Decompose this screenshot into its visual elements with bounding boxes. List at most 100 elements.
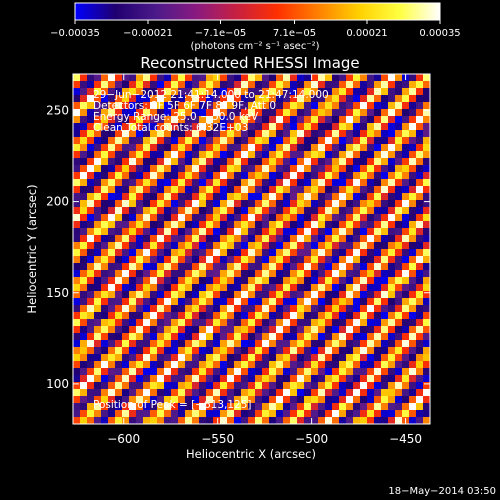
heatmap-cell xyxy=(248,123,256,131)
heatmap-cell xyxy=(94,263,102,271)
heatmap-cell xyxy=(108,389,116,397)
heatmap-cell xyxy=(311,242,319,250)
heatmap-cell xyxy=(423,228,430,236)
heatmap-cell xyxy=(318,144,326,152)
heatmap-cell xyxy=(206,130,214,138)
heatmap-cell xyxy=(150,144,158,152)
heatmap-cell xyxy=(318,270,326,278)
heatmap-cell xyxy=(199,214,207,222)
heatmap-cell xyxy=(241,277,249,285)
heatmap-cell xyxy=(339,74,347,82)
heatmap-cell xyxy=(87,389,95,397)
heatmap-cell xyxy=(101,172,109,180)
heatmap-cell xyxy=(339,193,347,201)
heatmap-cell xyxy=(136,375,144,383)
heatmap-cell xyxy=(283,298,291,306)
heatmap-cell xyxy=(199,88,207,96)
heatmap-cell xyxy=(143,284,151,292)
heatmap-cell xyxy=(143,305,151,313)
heatmap-cell xyxy=(157,102,165,110)
heatmap-cell xyxy=(283,347,291,355)
heatmap-cell xyxy=(381,88,389,96)
heatmap-cell xyxy=(311,144,319,152)
heatmap-cell xyxy=(129,74,137,82)
heatmap-cell xyxy=(297,186,305,194)
heatmap-cell xyxy=(220,389,228,397)
heatmap-cell xyxy=(318,333,326,341)
heatmap-cell xyxy=(206,389,214,397)
heatmap-cell xyxy=(108,277,116,285)
heatmap-cell xyxy=(178,158,186,166)
heatmap-cell xyxy=(150,95,158,103)
heatmap-cell xyxy=(276,368,284,376)
heatmap-cell xyxy=(192,228,200,236)
heatmap-cell xyxy=(213,305,221,313)
heatmap-cell xyxy=(122,249,130,257)
heatmap-cell xyxy=(374,116,382,124)
heatmap-cell xyxy=(409,291,417,299)
heatmap-cell xyxy=(346,277,354,285)
heatmap-cell xyxy=(241,130,249,138)
heatmap-cell xyxy=(297,95,305,103)
heatmap-cell xyxy=(220,172,228,180)
heatmap-cell xyxy=(276,179,284,187)
heatmap-cell xyxy=(108,305,116,313)
heatmap-cell xyxy=(248,242,256,250)
heatmap-cell xyxy=(73,102,81,110)
heatmap-cell xyxy=(101,95,109,103)
heatmap-cell xyxy=(318,221,326,229)
heatmap-cell xyxy=(143,193,151,201)
heatmap-cell xyxy=(283,123,291,131)
heatmap-cell xyxy=(87,263,95,271)
heatmap-cell xyxy=(73,396,81,404)
heatmap-cell xyxy=(241,270,249,278)
heatmap-cell xyxy=(108,298,116,306)
heatmap-cell xyxy=(122,165,130,173)
heatmap-cell xyxy=(87,333,95,341)
heatmap-cell xyxy=(423,207,430,215)
heatmap-cell xyxy=(192,277,200,285)
heatmap-cell xyxy=(164,221,172,229)
heatmap-cell xyxy=(220,207,228,215)
heatmap-cell xyxy=(332,123,340,131)
heatmap-cell xyxy=(178,186,186,194)
heatmap-cell xyxy=(304,284,312,292)
heatmap-cell xyxy=(360,193,368,201)
heatmap-cell xyxy=(101,158,109,166)
heatmap-cell xyxy=(164,382,172,390)
heatmap-cell xyxy=(108,235,116,243)
heatmap-cell xyxy=(402,305,410,313)
heatmap-cell xyxy=(199,74,207,82)
heatmap-cell xyxy=(150,263,158,271)
heatmap-cell xyxy=(136,340,144,348)
heatmap-cell xyxy=(276,207,284,215)
heatmap-cell xyxy=(346,410,354,418)
heatmap-cell xyxy=(423,165,430,173)
heatmap-cell xyxy=(304,102,312,110)
heatmap-cell xyxy=(220,151,228,159)
heatmap-cell xyxy=(108,291,116,299)
heatmap-cell xyxy=(416,81,424,89)
heatmap-cell xyxy=(276,333,284,341)
heatmap-cell xyxy=(388,130,396,138)
heatmap-cell xyxy=(241,396,249,404)
heatmap-cell xyxy=(248,368,256,376)
heatmap-cell xyxy=(409,200,417,208)
heatmap-cell xyxy=(276,102,284,110)
heatmap-cell xyxy=(227,298,235,306)
heatmap-cell xyxy=(304,368,312,376)
heatmap-cell xyxy=(402,410,410,418)
heatmap-cell xyxy=(346,354,354,362)
heatmap-cell xyxy=(122,298,130,306)
heatmap-cell xyxy=(409,74,417,82)
heatmap-cell xyxy=(290,81,298,89)
heatmap-cell xyxy=(227,193,235,201)
heatmap-cell xyxy=(269,207,277,215)
heatmap-cell xyxy=(213,144,221,152)
heatmap-cell xyxy=(227,347,235,355)
heatmap-cell xyxy=(374,270,382,278)
heatmap-cell xyxy=(241,74,249,82)
heatmap-cell xyxy=(276,228,284,236)
heatmap-cell xyxy=(199,221,207,229)
heatmap-cell xyxy=(178,81,186,89)
